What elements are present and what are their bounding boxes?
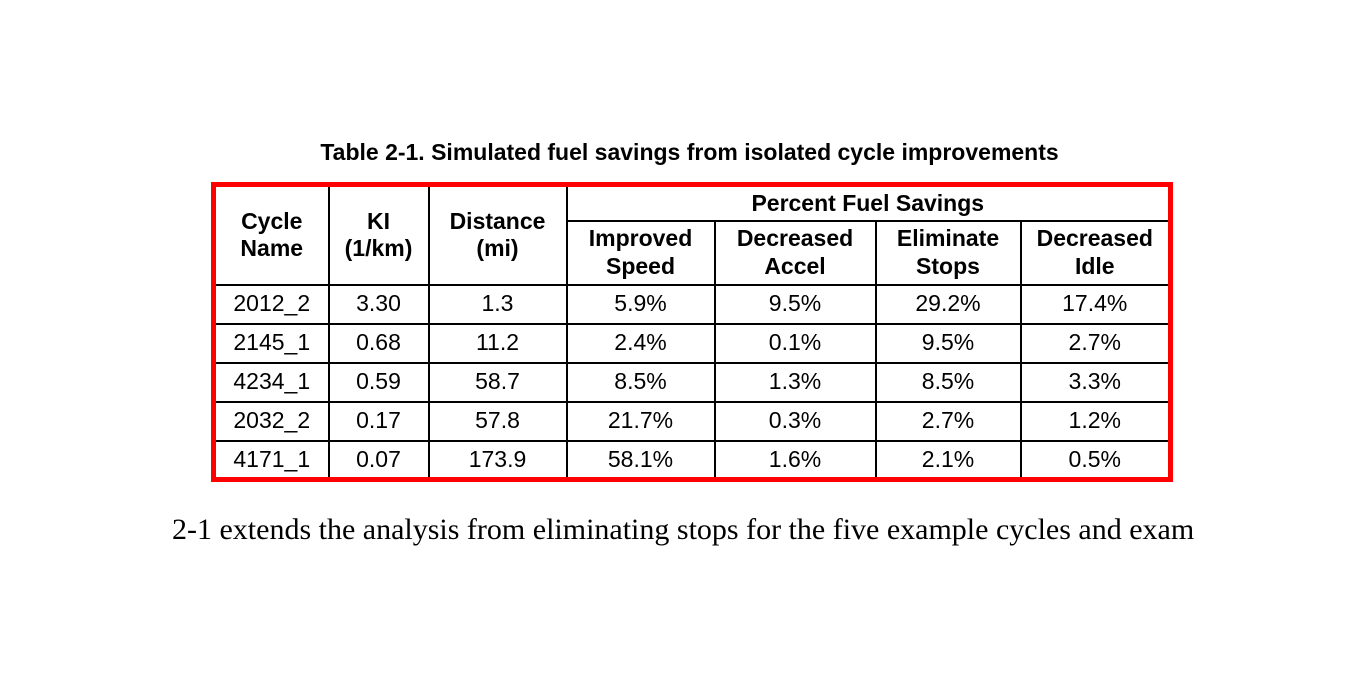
cell-cycle-name: 2032_2 [212,400,330,442]
cell-distance: 1.3 [427,283,568,325]
column-group-header-percent-fuel-savings: Percent Fuel Savings [565,183,1172,222]
cell-cycle-name: 4234_1 [212,361,330,403]
header-sub-row: Improved Speed Decreased Accel Eliminate… [214,219,1172,286]
table-row: 2032_2 0.17 57.8 21.7% 0.3% 2.7% 1.2% [212,400,1172,442]
cell-decreased-accel: 1.6% [713,439,877,481]
table-row: 4171_1 0.07 173.9 58.1% 1.6% 2.1% 0.5% [212,439,1172,481]
table-row: 2145_1 0.68 11.2 2.4% 0.1% 9.5% 2.7% [212,322,1172,364]
cell-ki: 0.07 [327,439,430,481]
table-caption: Table 2-1. Simulated fuel savings from i… [320,139,1059,165]
cell-improved-speed: 8.5% [565,361,716,403]
body-text: 2-1 extends the analysis from eliminatin… [172,513,1195,546]
cell-eliminate-stops: 2.1% [874,439,1022,481]
cell-ki: 0.59 [327,361,430,403]
cell-cycle-name: 4171_1 [212,439,330,481]
cell-cycle-name: 2145_1 [212,322,330,364]
column-header-eliminate-stops: Eliminate Stops [874,219,1022,286]
column-header-ki: KI (1/km) [327,183,430,286]
header-group-row: Cycle Name KI (1/km) Distance (mi) Perce… [212,183,1172,286]
column-header-decreased-idle: Decreased Idle [1019,219,1172,286]
cell-ki: 3.30 [327,283,430,325]
column-header-cycle-name: Cycle Name [212,183,330,286]
cell-improved-speed: 5.9% [565,283,716,325]
cell-distance: 57.8 [427,400,568,442]
cell-improved-speed: 21.7% [565,400,716,442]
cell-decreased-accel: 9.5% [713,283,877,325]
table-row: 4234_1 0.59 58.7 8.5% 1.3% 8.5% 3.3% [212,361,1172,403]
cell-decreased-accel: 0.1% [713,322,877,364]
cell-decreased-idle: 3.3% [1019,361,1172,403]
cell-improved-speed: 58.1% [565,439,716,481]
cell-distance: 173.9 [427,439,568,481]
cell-ki: 0.17 [327,400,430,442]
fuel-savings-table: Cycle Name KI (1/km) Distance (mi) Perce… [211,182,1174,482]
cell-distance: 11.2 [427,322,568,364]
cell-cycle-name: 2012_2 [212,283,330,325]
cell-distance: 58.7 [427,361,568,403]
cell-eliminate-stops: 9.5% [874,322,1022,364]
column-header-improved-speed: Improved Speed [565,219,716,286]
column-header-decreased-accel: Decreased Accel [713,219,877,286]
cell-decreased-accel: 0.3% [713,400,877,442]
cell-decreased-idle: 17.4% [1019,283,1172,325]
column-header-distance: Distance (mi) [427,183,568,286]
cell-improved-speed: 2.4% [565,322,716,364]
table-row: 2012_2 3.30 1.3 5.9% 9.5% 29.2% 17.4% [212,283,1172,325]
cell-decreased-idle: 1.2% [1019,400,1172,442]
cell-ki: 0.68 [327,322,430,364]
cell-decreased-idle: 2.7% [1019,322,1172,364]
cell-decreased-idle: 0.5% [1019,439,1172,481]
cell-eliminate-stops: 8.5% [874,361,1022,403]
cell-eliminate-stops: 2.7% [874,400,1022,442]
cell-eliminate-stops: 29.2% [874,283,1022,325]
cell-decreased-accel: 1.3% [713,361,877,403]
